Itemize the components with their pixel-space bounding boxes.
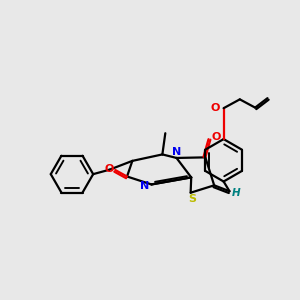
Text: H: H bbox=[232, 188, 240, 198]
Text: N: N bbox=[172, 147, 182, 157]
Text: O: O bbox=[104, 164, 113, 173]
Text: N: N bbox=[140, 181, 150, 191]
Text: S: S bbox=[188, 194, 196, 204]
Text: O: O bbox=[212, 132, 221, 142]
Text: O: O bbox=[211, 103, 220, 113]
